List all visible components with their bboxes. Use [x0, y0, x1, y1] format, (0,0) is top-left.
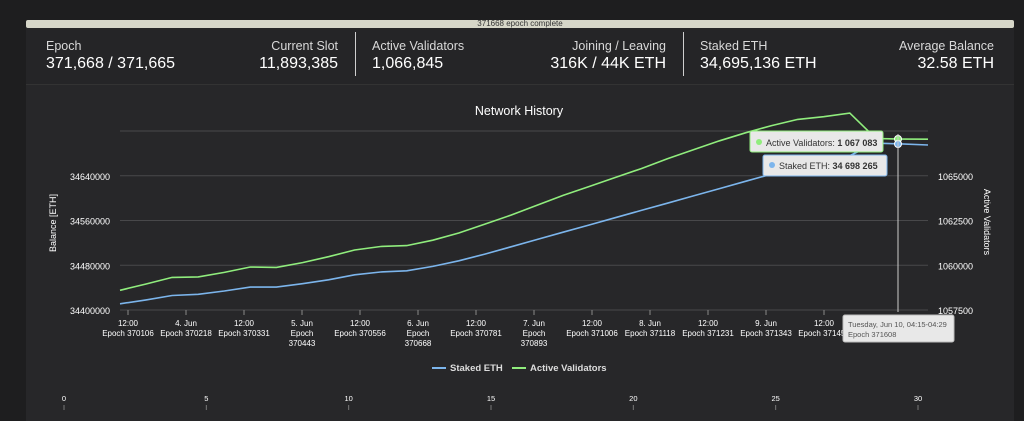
series-line-active-validators[interactable]	[119, 112, 929, 292]
x-axis-tick-label: Epoch	[407, 329, 430, 338]
right-axis-title: Active Validators	[982, 189, 992, 256]
navigator-tick-label: 10	[344, 394, 352, 403]
x-axis-tick-label: 12:00	[466, 319, 487, 328]
x-axis-tick-label: 5. Jun	[291, 319, 313, 328]
stat-epoch-value: 371,668 / 371,665	[46, 55, 176, 72]
left-axis-tick-label: 34400000	[70, 306, 110, 316]
tooltip-staked-eth: Staked ETH: 34 698 265	[762, 154, 888, 177]
x-axis-tick-label: Epoch	[523, 329, 546, 338]
tooltip-staked-value: 34 698 265	[833, 161, 878, 171]
tooltip-active-value: 1 067 083	[837, 138, 877, 148]
stats-divider	[683, 32, 684, 76]
stat-joining-leaving-label: Joining / Leaving	[572, 39, 666, 53]
x-axis-tick-label: 8. Jun	[639, 319, 661, 328]
network-stats: Epoch 371,668 / 371,665 Current Slot 11,…	[26, 28, 1014, 84]
x-axis-tick-label: Epoch 371231	[682, 329, 734, 338]
left-axis-tick-label: 34480000	[70, 261, 110, 271]
stat-active-validators: Active Validators 1,066,845	[372, 39, 464, 73]
tooltip-date: Tuesday, Jun 10, 04:15-04:29 Epoch 37160…	[842, 314, 955, 343]
navigator-tick-label: 15	[487, 394, 495, 403]
right-axis-tick-label: 1057500	[938, 306, 973, 316]
x-axis-tick-label: Epoch 370556	[334, 329, 386, 338]
chart-legend: Staked ETH Active Validators	[432, 363, 607, 374]
tooltip-staked-dot	[769, 162, 775, 168]
stat-active-validators-label: Active Validators	[372, 39, 465, 53]
navigator-axis[interactable]: 0 5 10 15 20 25 30	[62, 394, 922, 410]
legend-item-active-validators[interactable]: Active Validators	[512, 363, 607, 374]
x-axis-tick-label: Epoch 370781	[450, 329, 502, 338]
tooltip-epoch-text: Epoch 371608	[848, 330, 896, 339]
x-axis-tick-label: 12:00	[582, 319, 603, 328]
x-axis-tick-label: 12:00	[350, 319, 371, 328]
tooltip-active-dot	[756, 139, 762, 145]
stat-epoch: Epoch 371,668 / 371,665	[46, 39, 175, 73]
svg-text:Staked ETH: 34 698 265: Staked ETH: 34 698 265	[779, 161, 878, 171]
tooltip-active-validators: Active Validators: 1 067 083	[749, 130, 884, 153]
chart-title: Network History	[475, 104, 564, 118]
x-axis-tick-label: 7. Jun	[523, 319, 545, 328]
stat-current-slot-label: Current Slot	[271, 39, 338, 53]
x-axis-tick-label: 370668	[405, 339, 432, 348]
navigator-tick-label: 5	[204, 394, 208, 403]
x-axis-tick-label: 370893	[521, 339, 548, 348]
stat-current-slot-value: 11,893,385	[259, 55, 338, 72]
legend-label-active-validators: Active Validators	[530, 363, 607, 374]
stat-staked-eth: Staked ETH 34,695,136 ETH	[700, 39, 817, 73]
navigator-tick-label: 0	[62, 394, 66, 403]
epoch-progress-bar: 371668 epoch complete	[26, 20, 1014, 28]
stat-average-balance-value: 32.58 ETH	[917, 55, 994, 72]
tooltip-staked-label: Staked ETH:	[779, 161, 833, 171]
stat-epoch-label: Epoch	[46, 39, 82, 53]
stat-joining-leaving-value: 316K / 44K ETH	[550, 55, 666, 72]
x-axis-tick-label: 12:00	[698, 319, 719, 328]
x-axis-tick-label: 12:00	[814, 319, 835, 328]
x-axis-tick-label: Epoch 371343	[740, 329, 792, 338]
x-axis-tick-label: 370443	[289, 339, 316, 348]
x-axis-tick-label: Epoch 370218	[160, 329, 212, 338]
x-axis-tick-label: 12:00	[118, 319, 139, 328]
legend-label-staked-eth: Staked ETH	[450, 363, 503, 374]
epoch-progress-label: 371668 epoch complete	[477, 19, 563, 28]
navigator-tick-label: 30	[914, 394, 922, 403]
x-axis-tick-label: Epoch	[291, 329, 314, 338]
x-axis-tick-label: Epoch 371006	[566, 329, 618, 338]
x-axis-tick-label: Epoch 371118	[625, 329, 676, 338]
x-axis-tick-label: Epoch 370106	[102, 329, 154, 338]
tooltip-date-text: Tuesday, Jun 10, 04:15-04:29	[848, 320, 947, 329]
right-axis: 1057500 1060000 1062500 1065000	[938, 172, 973, 316]
stat-average-balance: Average Balance 32.58 ETH	[899, 39, 994, 73]
tooltip-active-label: Active Validators:	[766, 138, 837, 148]
stat-staked-eth-value: 34,695,136 ETH	[700, 55, 817, 72]
x-axis-tick-label: 6. Jun	[407, 319, 429, 328]
legend-item-staked-eth[interactable]: Staked ETH	[432, 363, 503, 374]
x-axis-tick-label: Epoch 371455	[798, 329, 850, 338]
left-axis-title: Balance [ETH]	[48, 194, 58, 252]
navigator-tick-label: 20	[629, 394, 637, 403]
stat-current-slot: Current Slot 11,893,385	[259, 39, 338, 73]
stat-joining-leaving: Joining / Leaving 316K / 44K ETH	[550, 39, 666, 73]
svg-text:Active Validators: 1 067 083: Active Validators: 1 067 083	[766, 138, 877, 148]
x-axis-tick-label: 9. Jun	[755, 319, 777, 328]
stats-divider	[355, 32, 356, 76]
x-axis-tick-label: 4. Jun	[175, 319, 197, 328]
stat-active-validators-value: 1,066,845	[372, 55, 444, 72]
x-axis-tick-label: 12:00	[234, 319, 255, 328]
left-axis-tick-label: 34640000	[70, 172, 110, 182]
stat-staked-eth-label: Staked ETH	[700, 39, 768, 53]
left-axis: 34400000 34480000 34560000 34640000	[70, 172, 110, 316]
stat-average-balance-label: Average Balance	[899, 39, 994, 53]
right-axis-tick-label: 1060000	[938, 261, 973, 271]
right-axis-tick-label: 1065000	[938, 172, 973, 182]
right-axis-tick-label: 1062500	[938, 217, 973, 227]
x-axis-tick-label: Epoch 370331	[218, 329, 270, 338]
left-axis-tick-label: 34560000	[70, 217, 110, 227]
navigator-tick-label: 25	[771, 394, 779, 403]
